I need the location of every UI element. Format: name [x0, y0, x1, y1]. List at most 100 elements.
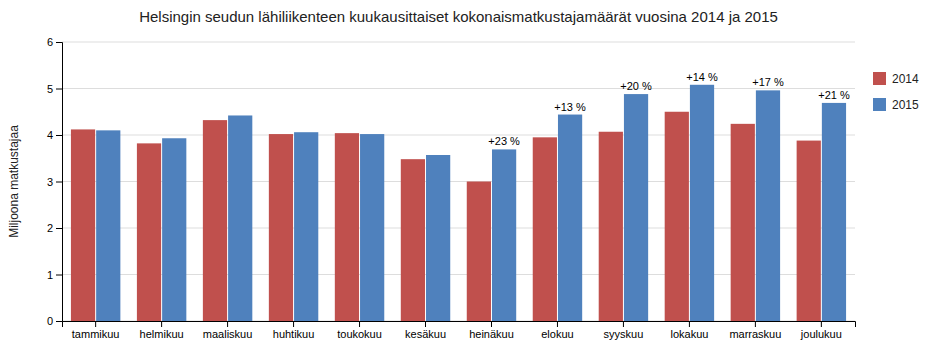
chart: +23 % +13 % +20 % +14 % +17 % +21 % 0 1 2 3 4 5 6 tam… — [0, 0, 950, 351]
bar-series — [96, 85, 846, 321]
x-tick-mark — [689, 321, 690, 327]
x-tick-label: tammikuu — [72, 328, 120, 340]
bar — [467, 182, 491, 322]
annotation: +20 % — [620, 80, 652, 92]
x-tick-mark — [755, 321, 756, 327]
x-tick-mark — [161, 321, 162, 327]
legend-label: 2015 — [892, 98, 919, 112]
annotation: +21 % — [818, 89, 850, 101]
x-tick: lokakuu — [670, 321, 708, 340]
x-tick: heinäkuu — [469, 321, 514, 340]
x-tick-mark — [293, 321, 294, 327]
x-tick-label: kesäkuu — [405, 328, 446, 340]
x-tick: joulukuu — [800, 321, 842, 340]
annotations: +23 % +13 % +20 % +14 % +17 % +21 % — [488, 71, 850, 148]
y-tick-label: 0 — [47, 315, 53, 327]
x-tick: kesäkuu — [405, 321, 446, 340]
y-tick-mark — [56, 275, 62, 276]
y-tick: 2 — [47, 222, 62, 234]
bar — [360, 134, 384, 321]
annotation: +13 % — [554, 101, 586, 113]
x-tick: helmikuu — [140, 321, 184, 340]
y-tick-mark — [56, 182, 62, 183]
bar — [203, 120, 227, 321]
x-tick-label: huhtikuu — [273, 328, 315, 340]
y-tick-label: 5 — [47, 83, 53, 95]
y-tick-label: 1 — [47, 269, 53, 281]
bar — [599, 132, 623, 321]
x-tick-label: marraskuu — [729, 328, 781, 340]
y-tick-label: 4 — [47, 129, 53, 141]
x-tick: tammikuu — [72, 321, 120, 340]
x-axis: tammikuu helmikuu maaliskuu huhtikuu toukoku… — [63, 321, 856, 340]
y-tick: 0 — [47, 315, 62, 327]
y-axis: 0 1 2 3 4 5 6 — [47, 36, 63, 327]
x-axis-line — [63, 322, 856, 328]
bar — [533, 137, 557, 321]
x-tick-mark — [95, 321, 96, 327]
y-tick: 4 — [47, 129, 62, 141]
bar — [96, 130, 120, 321]
x-tick-label: lokakuu — [670, 328, 708, 340]
bar — [756, 90, 780, 321]
bar — [294, 132, 318, 321]
x-tick: elokuu — [541, 321, 573, 340]
grid-line — [62, 42, 855, 43]
legend-swatch — [873, 72, 886, 85]
grid-line — [62, 88, 855, 89]
x-tick-mark — [821, 321, 822, 327]
bar — [665, 112, 689, 321]
y-tick: 1 — [47, 269, 62, 281]
x-tick-label: syyskuu — [604, 328, 644, 340]
bar — [624, 94, 648, 321]
legend-label: 2014 — [892, 72, 919, 86]
x-tick-mark — [623, 321, 624, 327]
grid — [62, 42, 855, 321]
annotation: +23 % — [488, 135, 520, 147]
bar — [731, 124, 755, 321]
x-tick: marraskuu — [729, 321, 781, 340]
x-tick: toukokuu — [337, 321, 382, 340]
bar — [228, 115, 252, 321]
y-tick-mark — [56, 42, 62, 43]
x-tick: maaliskuu — [203, 321, 253, 340]
legend-item: 2014 — [873, 72, 919, 86]
y-axis-line — [56, 43, 63, 322]
y-tick-mark — [56, 321, 62, 322]
bar — [822, 103, 846, 321]
y-tick-label: 2 — [47, 222, 53, 234]
legend: 2014 2015 — [873, 72, 919, 112]
bar — [426, 155, 450, 321]
x-tick-mark — [557, 321, 558, 327]
bar — [690, 85, 714, 321]
y-tick-label: 3 — [47, 176, 53, 188]
y-tick-mark — [56, 89, 62, 90]
x-tick-label: elokuu — [541, 328, 573, 340]
y-tick: 6 — [47, 36, 62, 48]
x-tick-mark — [227, 321, 228, 327]
x-tick-label: helmikuu — [140, 328, 184, 340]
legend-item: 2015 — [873, 98, 919, 112]
y-axis-title: Miljoona matkustajaa — [7, 125, 21, 238]
bar — [797, 141, 821, 321]
bar — [558, 115, 582, 321]
y-tick: 3 — [47, 176, 62, 188]
x-tick-mark — [491, 321, 492, 327]
x-tick-mark — [359, 321, 360, 327]
annotation: +14 % — [686, 71, 718, 83]
bar — [137, 143, 161, 321]
y-tick-mark — [56, 228, 62, 229]
bar — [162, 138, 186, 321]
annotation: +17 % — [752, 76, 784, 88]
y-tick-label: 6 — [47, 36, 53, 48]
x-tick-label: heinäkuu — [469, 328, 514, 340]
x-tick-label: toukokuu — [337, 328, 382, 340]
x-tick: huhtikuu — [273, 321, 315, 340]
x-tick-label: joulukuu — [800, 328, 842, 340]
bar — [269, 134, 293, 321]
x-tick: syyskuu — [604, 321, 644, 340]
y-tick: 5 — [47, 83, 62, 95]
bar — [335, 133, 359, 321]
x-tick-mark — [425, 321, 426, 327]
bars — [71, 85, 846, 321]
